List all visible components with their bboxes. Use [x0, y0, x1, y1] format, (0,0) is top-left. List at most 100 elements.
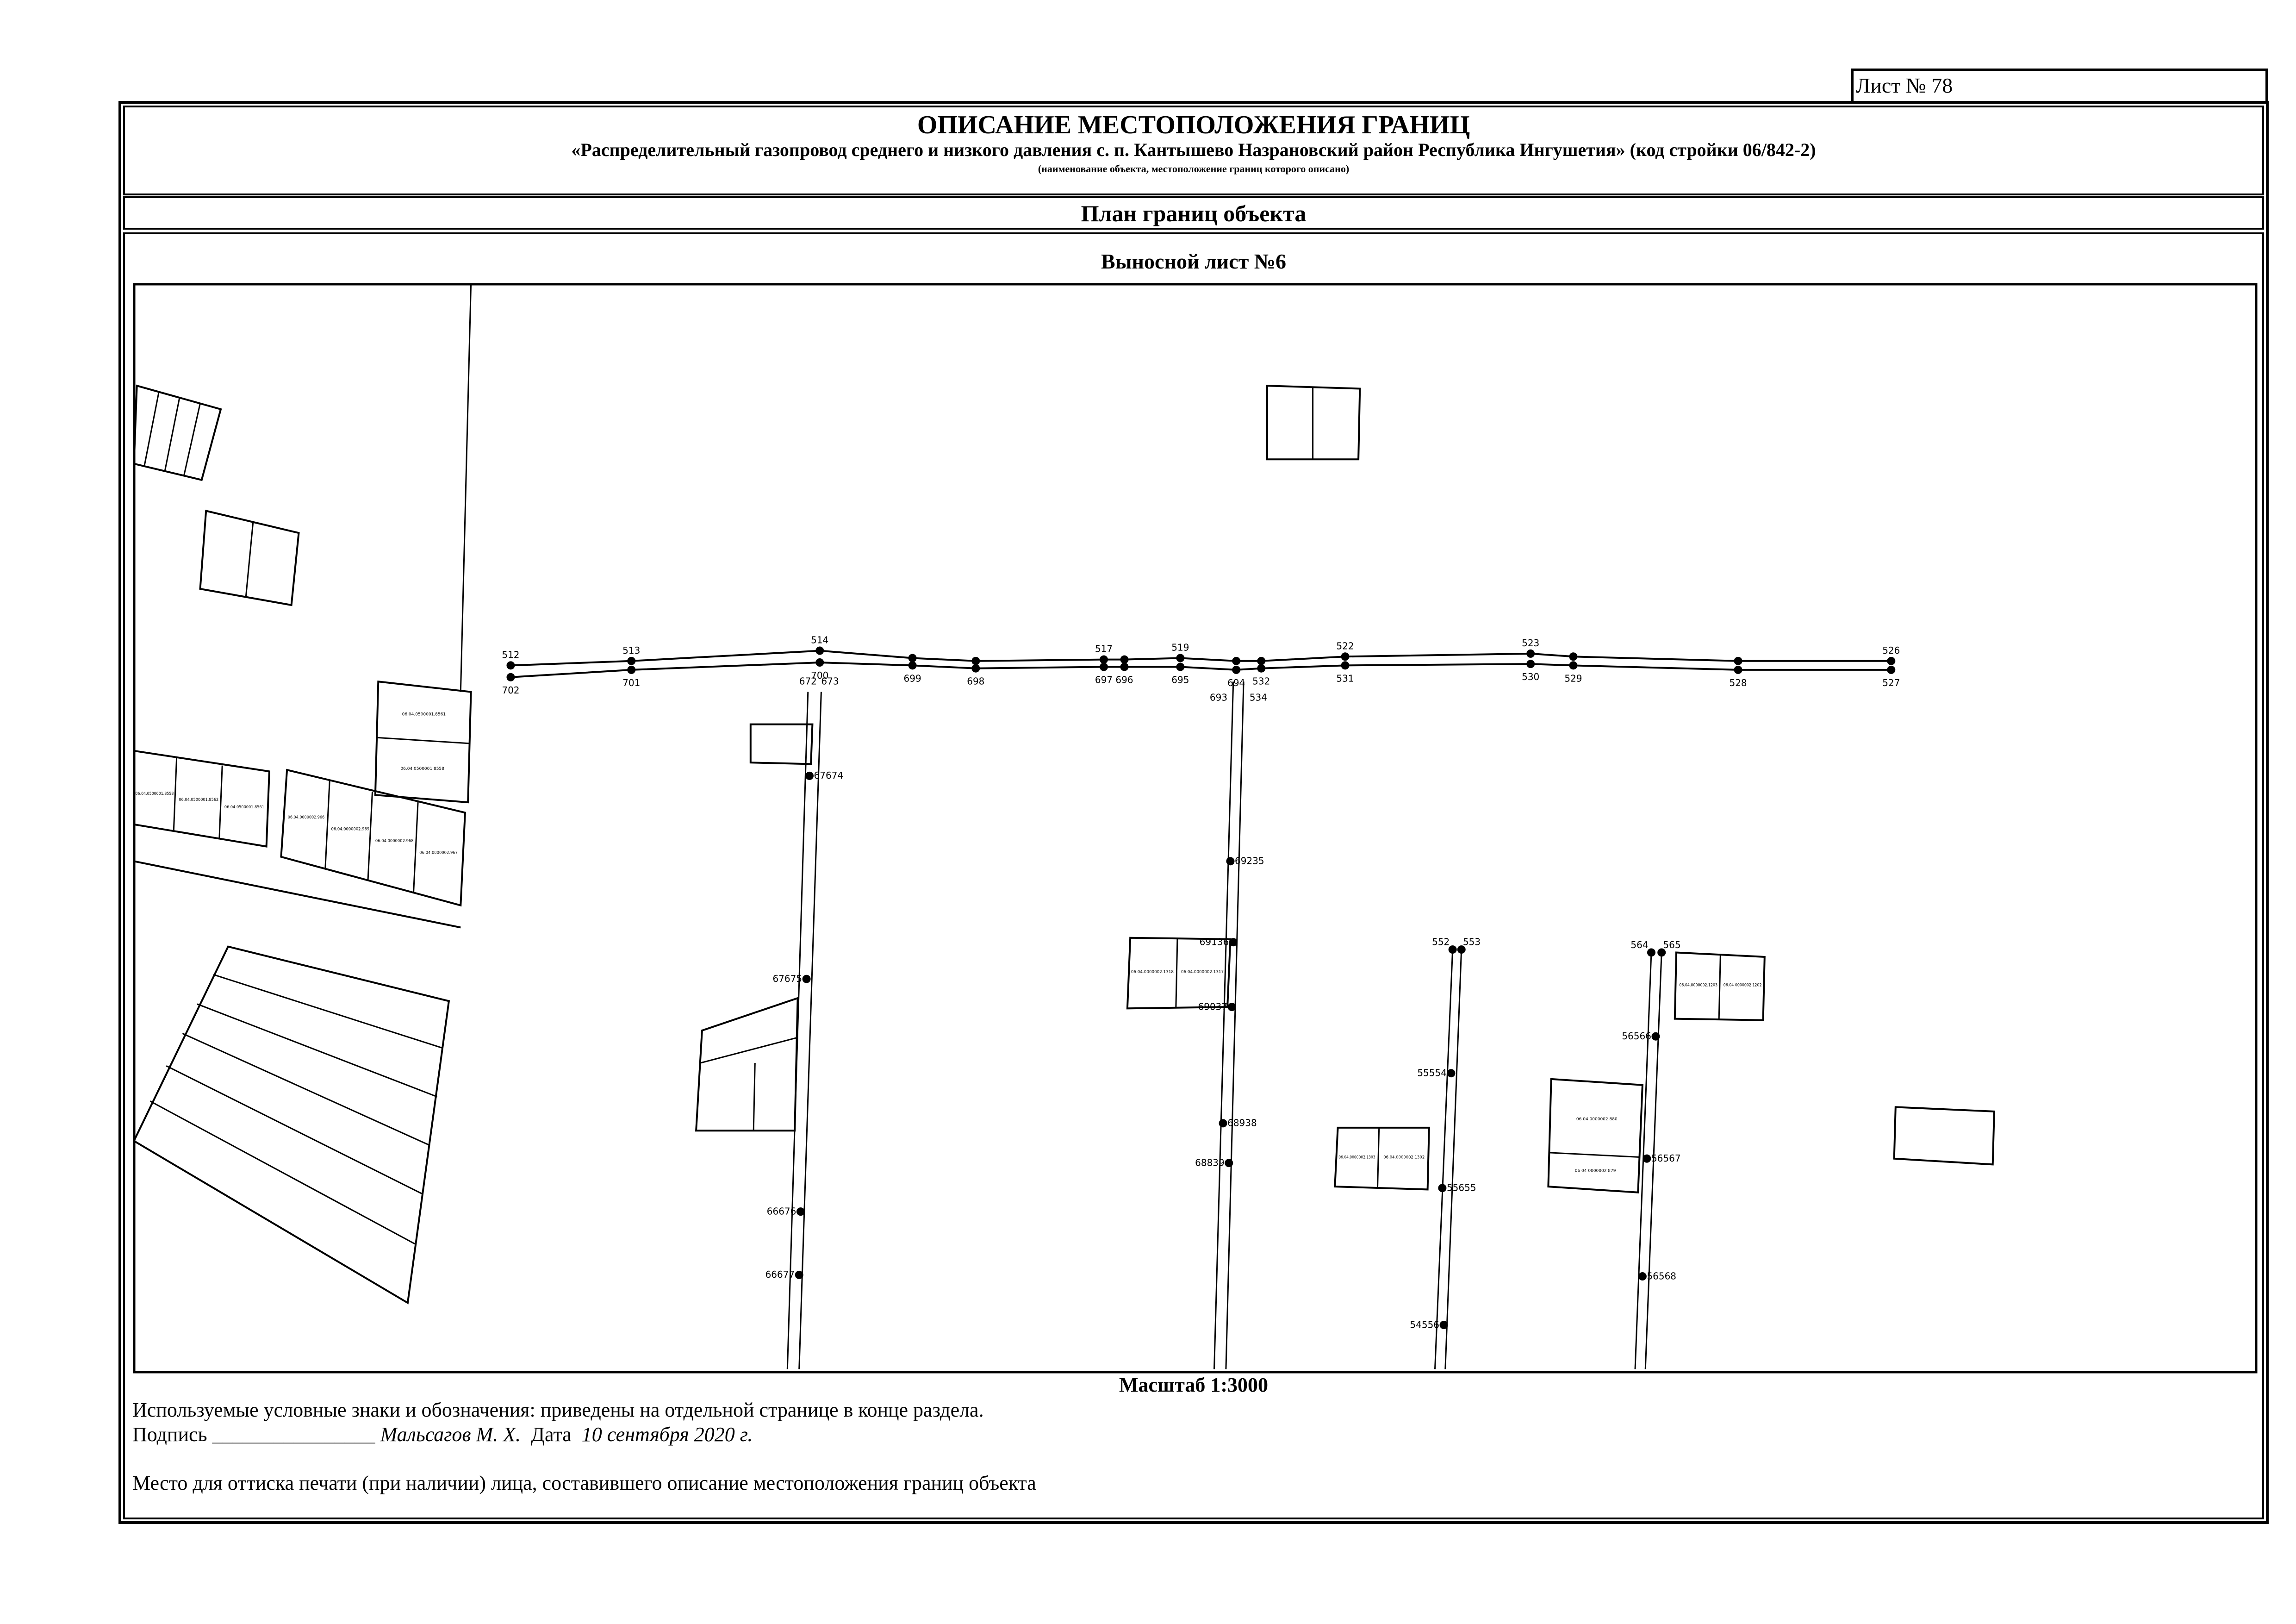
- point-label: 67674: [814, 770, 844, 781]
- parcel-divider: [753, 1062, 756, 1131]
- object-name: «Распределительный газопровод среднего и…: [571, 139, 1816, 160]
- boundary-point-marker: [1341, 652, 1350, 661]
- boundary-point-marker: [1526, 660, 1535, 668]
- boundary-point-marker: [815, 646, 824, 655]
- boundary-point-marker: [1569, 661, 1578, 670]
- road-boundary-lower: [510, 661, 1892, 678]
- boundary-point-marker: [796, 1207, 805, 1216]
- point-label: 693: [1210, 692, 1227, 703]
- main-section: [123, 232, 2264, 1519]
- boundary-point-marker: [1734, 665, 1742, 674]
- parcel-divider: [197, 1003, 438, 1098]
- plan-title-section: [123, 196, 2264, 230]
- date-value: 10 сентября 2020 г.: [581, 1423, 753, 1446]
- boundary-point-marker: [1232, 665, 1241, 674]
- boundary-point-marker: [1176, 654, 1185, 662]
- parcel: [374, 681, 472, 804]
- parcel: [749, 723, 814, 765]
- parcel: [132, 945, 450, 1305]
- object-name-caption: (наименование объекта, местоположение гр…: [1038, 163, 1350, 175]
- boundary-point-marker: [1638, 1272, 1647, 1281]
- parcel: [1126, 937, 1232, 1010]
- point-label: 523: [1522, 637, 1539, 649]
- road-boundary: [1444, 949, 1462, 1369]
- parcel: [1893, 1106, 1995, 1166]
- boundary-point-marker: [1651, 1032, 1660, 1041]
- point-label: 529: [1564, 673, 1582, 684]
- map-scale: Масштаб 1:3000: [1119, 1374, 1268, 1396]
- point-label: 68839: [1195, 1157, 1225, 1168]
- boundary-point-marker: [1647, 948, 1655, 957]
- outer-frame: [118, 101, 2269, 1524]
- parcel-number: 06.04 0000002 1202: [1724, 983, 1762, 988]
- parcel-divider: [182, 1033, 430, 1146]
- point-label: 66676: [767, 1206, 796, 1217]
- parcel-divider: [213, 974, 443, 1049]
- boundary-point-marker: [1226, 857, 1235, 866]
- boundary-point-marker: [1120, 655, 1129, 664]
- parcel-number: 06.04.0000002.1303: [1338, 1156, 1375, 1160]
- boundary-point-marker: [1657, 948, 1666, 957]
- point-label: 699: [904, 673, 921, 684]
- boundary-point-marker: [971, 664, 980, 673]
- boundary-point-marker: [1887, 656, 1896, 665]
- point-label: 514: [811, 635, 828, 646]
- parcel: [133, 750, 270, 848]
- boundary-point-marker: [1439, 1321, 1448, 1329]
- parcel: [695, 997, 799, 1132]
- parcel-number: 06.04.0000002.1203: [1679, 983, 1717, 988]
- boundary-point-marker: [1219, 1119, 1227, 1128]
- map-sheet-title: Выносной лист №6: [1101, 250, 1287, 273]
- boundary-point-marker: [971, 656, 980, 665]
- point-label: 553: [1463, 937, 1481, 948]
- point-label: 532: [1252, 676, 1270, 687]
- road-boundary: [1644, 952, 1662, 1369]
- parcel: [1674, 951, 1766, 1021]
- parcel-divider: [413, 802, 419, 893]
- point-label: 696: [1115, 675, 1133, 686]
- parcel: [280, 768, 466, 907]
- boundary-point-marker: [1448, 945, 1457, 954]
- point-label: 700: [811, 670, 828, 681]
- parcel-divider: [166, 1065, 423, 1195]
- point-label: 527: [1882, 677, 1900, 688]
- parcel-number: 06 04 0000002 879: [1575, 1168, 1616, 1173]
- boundary-point-marker: [1257, 664, 1266, 673]
- boundary-line: [460, 284, 472, 692]
- parcel-number: 06.04.0000002.968: [375, 839, 414, 843]
- parcel-number: 06.04.0000002.967: [419, 850, 458, 855]
- parcel-divider: [377, 737, 470, 744]
- plan-title: План границ объекта: [1081, 200, 1307, 226]
- boundary-point-marker: [1120, 662, 1129, 671]
- parcel: [1266, 385, 1361, 461]
- point-label: 54556: [1410, 1319, 1439, 1330]
- point-label: 698: [967, 676, 984, 687]
- boundary-point-marker: [1569, 652, 1578, 661]
- point-label: 69235: [1235, 856, 1264, 867]
- point-label: 517: [1095, 643, 1113, 655]
- point-label: 564: [1630, 939, 1648, 950]
- boundary-point-marker: [1526, 649, 1535, 658]
- boundary-point-marker: [1438, 1184, 1447, 1193]
- parcel-number: 06.04.0500001.8561: [224, 805, 264, 810]
- signature-row: Подпись ________________ Мальсагов М. Х.…: [132, 1423, 753, 1446]
- road-boundary-upper: [510, 650, 1892, 667]
- boundary-point-marker: [1457, 945, 1466, 954]
- signature-label: Подпись: [132, 1423, 207, 1446]
- boundary-point-marker: [1232, 656, 1241, 665]
- point-label: 694: [1227, 677, 1245, 688]
- boundary-point-marker: [1447, 1069, 1456, 1078]
- legend-text: Используемые условные знаки и обозначени…: [132, 1399, 984, 1421]
- point-label: 512: [502, 649, 519, 660]
- parcel-divider: [1175, 937, 1178, 1009]
- parcel-number: 06.04.0000002.1302: [1383, 1156, 1425, 1160]
- boundary-point-marker: [1887, 665, 1896, 674]
- parcel-boundary: [134, 860, 461, 929]
- boundary-point-marker: [908, 654, 917, 662]
- point-label: 701: [622, 677, 640, 688]
- point-label: 672: [799, 676, 817, 687]
- road-boundary: [1434, 949, 1454, 1369]
- parcel-divider: [367, 792, 373, 881]
- parcel-number: 06.04.0000002.969: [331, 827, 369, 832]
